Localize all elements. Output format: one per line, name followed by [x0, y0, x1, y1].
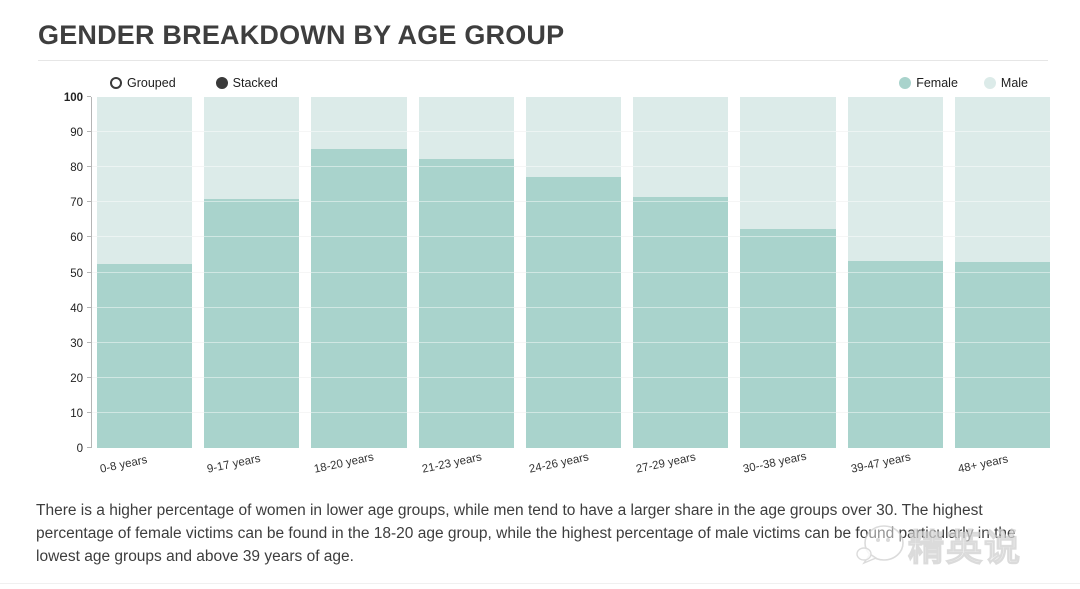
- y-tick-mark: [87, 96, 91, 97]
- y-tick-mark: [87, 447, 91, 448]
- bar-segment-female: [740, 228, 836, 448]
- bar-segment-female: [204, 198, 300, 448]
- legend-item-female[interactable]: Female: [899, 76, 958, 90]
- bar-segment-male: [847, 97, 943, 261]
- bar-column-0-8-years: 0-8 years: [97, 97, 193, 476]
- y-tick-label: 0: [76, 443, 83, 455]
- x-axis-label: 30--38 years: [742, 450, 808, 476]
- page-title: GENDER BREAKDOWN BY AGE GROUP: [38, 20, 565, 50]
- y-tick-mark: [87, 376, 91, 378]
- y-tick-label: 20: [70, 372, 83, 385]
- bar-segment-female: [97, 264, 193, 448]
- bar-segment-female: [311, 148, 407, 448]
- bar-segment-female: [525, 177, 622, 448]
- y-tick-label: 90: [70, 127, 83, 140]
- radio-grouped-label: Grouped: [127, 76, 176, 90]
- x-axis-label: 9-17 years: [206, 452, 262, 476]
- bar-segment-male: [311, 97, 407, 149]
- radio-circle-icon: [215, 77, 228, 89]
- bar-columns: 0-8 years 9-17 years 18-20 years 21-23 year…: [97, 97, 1050, 476]
- y-tick-mark: [87, 341, 91, 343]
- bar-segment-male: [525, 97, 622, 178]
- legend-label: Male: [1000, 76, 1028, 90]
- bar-column-24-26-years: 24-26 years: [525, 97, 622, 476]
- bar-column-27-29-years: 27-29 years: [633, 97, 729, 476]
- x-axis-label: 39-47 years: [849, 451, 912, 476]
- y-tick-label: 60: [70, 232, 83, 245]
- bar-column-21-23-years: 21-23 years: [418, 97, 514, 476]
- bar-column-18-20-years: 18-20 years: [311, 97, 407, 476]
- legend-item-male[interactable]: Male: [983, 76, 1028, 90]
- bar-segment-male: [954, 97, 1050, 263]
- bar-segment-male: [633, 97, 729, 197]
- y-tick-label: 100: [63, 92, 83, 104]
- bar-segment-male: [740, 97, 836, 229]
- x-axis-label: 27-29 years: [635, 451, 697, 476]
- x-axis-label: 48+ years: [956, 453, 1009, 476]
- bar-segment-male: [418, 97, 514, 160]
- y-tick-label: 80: [70, 162, 83, 175]
- radio-grouped[interactable]: Grouped: [110, 76, 176, 90]
- y-tick-mark: [87, 271, 91, 273]
- chart-legend: Female Male: [899, 76, 1028, 90]
- x-axis-label: 21-23 years: [420, 451, 483, 476]
- bar-column-30-38-years: 30--38 years: [740, 97, 836, 476]
- bottom-divider: [0, 583, 1080, 584]
- y-tick-mark: [87, 166, 91, 168]
- y-tick-label: 70: [70, 197, 83, 210]
- radio-stacked-label: Stacked: [232, 76, 278, 90]
- legend-swatch-icon: [899, 77, 912, 89]
- y-tick-mark: [87, 201, 91, 203]
- x-axis-label: 18-20 years: [313, 451, 376, 476]
- bar-column-48+-years: 48+ years: [954, 97, 1050, 476]
- y-tick-mark: [87, 411, 91, 413]
- radio-circle-icon: [110, 77, 122, 89]
- title-divider: [38, 60, 1048, 61]
- x-axis-label: 0-8 years: [99, 454, 149, 476]
- bar-column-39-47-years: 39-47 years: [847, 97, 943, 476]
- y-axis-line: [91, 97, 92, 448]
- y-tick-mark: [87, 131, 91, 133]
- chart-mode-controls: Grouped Stacked: [110, 76, 278, 90]
- chart-caption: There is a higher percentage of women in…: [36, 502, 1016, 565]
- radio-stacked[interactable]: Stacked: [215, 76, 278, 90]
- bar-segment-female: [954, 262, 1050, 448]
- bar-chart-plot: 0-8 years 9-17 years 18-20 years 21-23 year…: [64, 92, 1050, 476]
- bar-segment-female: [847, 260, 943, 448]
- bar-segment-male: [97, 97, 193, 265]
- bar-segment-female: [418, 159, 514, 448]
- legend-swatch-icon: [983, 77, 996, 89]
- bar-segment-female: [633, 196, 729, 448]
- x-axis-label: 24-26 years: [527, 451, 590, 476]
- y-tick-label: 40: [70, 302, 83, 315]
- y-tick-label: 50: [70, 267, 83, 280]
- legend-label: Female: [916, 76, 958, 90]
- y-tick-mark: [87, 236, 91, 238]
- y-tick-mark: [87, 306, 91, 308]
- y-tick-label: 30: [70, 337, 83, 350]
- bar-column-9-17-years: 9-17 years: [204, 97, 300, 476]
- bar-segment-male: [204, 97, 300, 199]
- y-tick-label: 10: [70, 407, 83, 420]
